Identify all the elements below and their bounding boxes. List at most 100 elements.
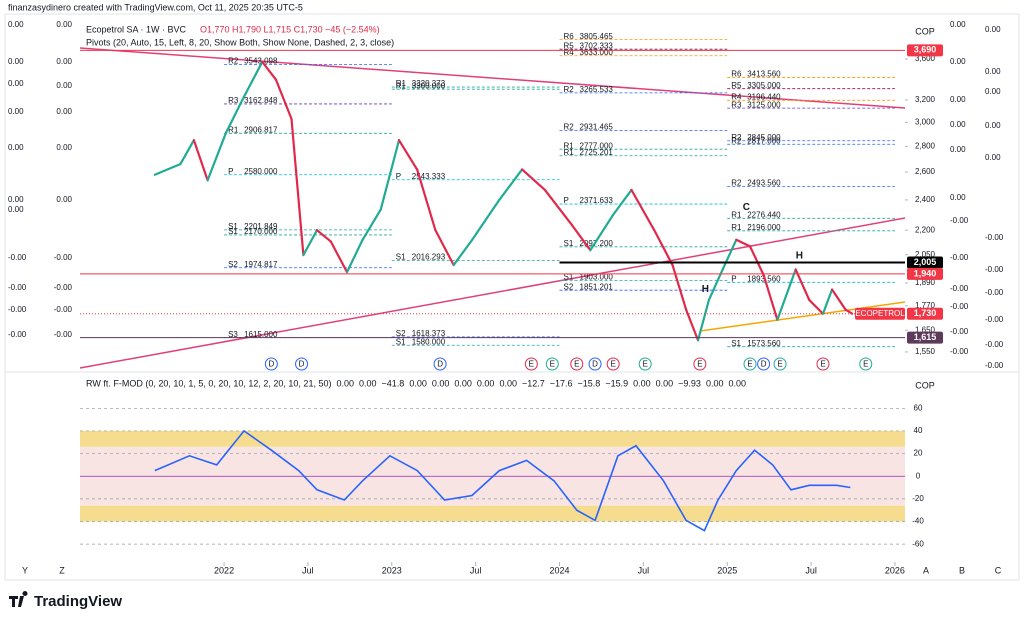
pivot-value: 2170.000 bbox=[244, 227, 278, 236]
event-badge bbox=[606, 357, 620, 371]
symbol-tag-label: ECOPETROL bbox=[855, 309, 905, 318]
event-label: D bbox=[268, 360, 274, 369]
event-label: D bbox=[437, 360, 443, 369]
range-button[interactable]: C bbox=[995, 565, 1002, 575]
pivot-name: R6 bbox=[564, 32, 575, 41]
pivot-name: R2 bbox=[731, 179, 742, 188]
pivot-name: S2 bbox=[228, 260, 238, 269]
overlay-scale-label: 0.00 bbox=[56, 143, 72, 152]
pivot-name: R4 bbox=[564, 48, 575, 57]
band bbox=[80, 430, 905, 447]
event-label: E bbox=[574, 360, 579, 369]
overlay-scale-label: -0.00 bbox=[54, 305, 73, 314]
pivot-value: 3320.373 bbox=[412, 79, 446, 88]
pivot-name: P bbox=[731, 274, 736, 283]
x-tick-label: Jul bbox=[805, 565, 817, 575]
price-segment bbox=[794, 268, 811, 302]
price-tag-label: 1,615 bbox=[914, 332, 937, 342]
y-tick-label: 2,600 bbox=[915, 167, 936, 176]
price-segment bbox=[361, 208, 382, 241]
credit: finanzasydinero created with TradingView… bbox=[8, 2, 303, 12]
price-segment bbox=[224, 95, 246, 135]
event-label: E bbox=[697, 360, 702, 369]
overlay-scale-label: -0.00 bbox=[950, 284, 969, 293]
event-badge bbox=[295, 357, 309, 371]
price-segment bbox=[498, 168, 524, 202]
overlay-scale-label: -0.00 bbox=[54, 283, 73, 292]
pivots: R2 3543.098 R3 3162.848 R1 2906.817 P 2580.000 S… bbox=[224, 32, 895, 348]
pivot-value: 1615.000 bbox=[244, 330, 278, 339]
osc-legend-value: 0.00 bbox=[656, 378, 674, 388]
overlay-scale-label: -0.00 bbox=[950, 347, 969, 356]
pivot-name: S3 bbox=[228, 330, 238, 339]
pivot-value: 2196.000 bbox=[747, 223, 781, 232]
pivot-name: R5 bbox=[731, 81, 742, 90]
pivot-name: P bbox=[564, 196, 569, 205]
overlay-scale-label: 0.00 bbox=[985, 87, 1001, 96]
pivot-value: 2777.000 bbox=[580, 141, 614, 150]
y-tick-label: 1,770 bbox=[915, 301, 936, 310]
osc-legend-value: 0.00 bbox=[409, 378, 427, 388]
x-tick-label: Jul bbox=[470, 565, 482, 575]
symbol: Ecopetrol SA · 1W · BVC bbox=[86, 24, 187, 34]
price-tag-label: 2,005 bbox=[914, 257, 937, 267]
overlay-scale-label: 0.00 bbox=[985, 25, 1001, 34]
price-segment bbox=[379, 139, 401, 211]
price-segment bbox=[329, 240, 349, 274]
pivot-value: 1573.560 bbox=[747, 339, 781, 348]
range-button[interactable]: A bbox=[923, 565, 929, 575]
pivot-value: 3543.098 bbox=[244, 57, 278, 66]
pivot-name: R4 bbox=[731, 92, 742, 101]
price-segment bbox=[206, 131, 228, 182]
y-tick-label: 1,650 bbox=[915, 325, 936, 334]
range-button[interactable]: Y bbox=[22, 565, 28, 575]
event-label: E bbox=[863, 360, 868, 369]
pivot-name: R3 bbox=[731, 100, 742, 109]
pivot-value: 1851.201 bbox=[580, 282, 614, 291]
overlay-scale-label: 0.00 bbox=[950, 57, 966, 66]
price-segment bbox=[612, 188, 633, 216]
event-badge bbox=[743, 357, 757, 371]
overlay-scale-label: 0.00 bbox=[8, 107, 24, 116]
y-tick-label: -20 bbox=[912, 494, 924, 503]
price-segment bbox=[397, 139, 419, 171]
price-segment bbox=[696, 298, 711, 342]
price-segment bbox=[434, 229, 455, 267]
pivot-value: 2580.000 bbox=[244, 167, 278, 176]
pivot-name: R1 bbox=[396, 79, 407, 88]
price-segment bbox=[470, 198, 501, 242]
range-button[interactable]: B bbox=[959, 565, 965, 575]
price-segment bbox=[748, 245, 765, 277]
pivot-name: R1 bbox=[564, 141, 575, 150]
pivot-value: 3265.533 bbox=[580, 85, 614, 94]
pivot-value: 3125.000 bbox=[747, 100, 781, 109]
pivot-value: 3162.848 bbox=[244, 96, 278, 105]
annotation: H bbox=[796, 251, 803, 262]
osc-legend-value: 0.00 bbox=[359, 378, 377, 388]
y-tick-label: 1,550 bbox=[915, 347, 936, 356]
osc-legend-value: −17.6 bbox=[550, 378, 573, 388]
ohlc: O1,770 H1,790 L1,715 C1,730 −45 (−2.54%) bbox=[200, 24, 380, 34]
pivot-name: R5 bbox=[564, 41, 575, 50]
osc-legend-value: 0.00 bbox=[454, 378, 472, 388]
pivot-value: 2931.465 bbox=[580, 122, 614, 131]
overlay-scale-label: 0.00 bbox=[950, 20, 966, 29]
price-tag bbox=[907, 256, 943, 269]
event-badge bbox=[264, 357, 278, 371]
overlay-scale-label: 0.00 bbox=[56, 81, 72, 90]
price-segment bbox=[589, 213, 615, 252]
pivot-value: 2276.440 bbox=[747, 210, 781, 219]
y-tick-label: 3,000 bbox=[915, 117, 936, 126]
osc-legend-value: 0.00 bbox=[477, 378, 495, 388]
pivot-name: S1 bbox=[396, 337, 406, 346]
price-segment bbox=[685, 308, 700, 342]
range-button[interactable]: Z bbox=[59, 565, 65, 575]
price-segment bbox=[671, 263, 688, 311]
overlay-scale-label: 0.00 bbox=[985, 67, 1001, 76]
event-label: D bbox=[299, 360, 305, 369]
x-tick-label: 2024 bbox=[549, 565, 569, 575]
osc-legend-value: −9.93 bbox=[678, 378, 701, 388]
pivot-name: R1 bbox=[731, 210, 742, 219]
pivot-value: 2371.633 bbox=[580, 196, 614, 205]
event-badge bbox=[524, 357, 538, 371]
